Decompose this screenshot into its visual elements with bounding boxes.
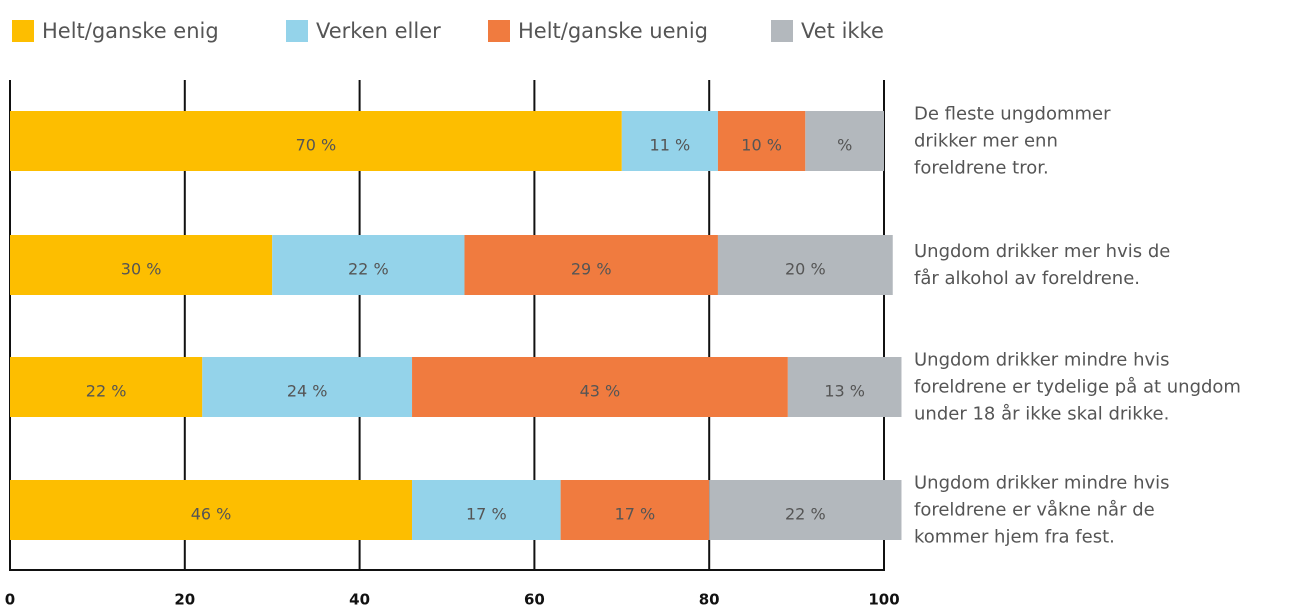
x-tick-label: 20 (174, 591, 195, 609)
bar-segment (464, 235, 718, 295)
value-label: 17 % (615, 505, 656, 524)
bar-segment (787, 357, 902, 417)
value-label: 46 % (191, 505, 232, 524)
bar-segment (560, 480, 710, 540)
bar-segment (717, 235, 893, 295)
legend-label: Verken eller (316, 19, 441, 43)
value-label: 22 % (348, 260, 389, 279)
category-label: Ungdom drikker mer hvis de får alkohol a… (914, 241, 1171, 289)
value-label: 17 % (466, 505, 507, 524)
legend-swatch (12, 20, 34, 42)
value-label: 11 % (650, 136, 691, 155)
x-tick-label: 0 (5, 591, 15, 609)
legend-label: Helt/ganske uenig (518, 19, 708, 43)
bar-segment (202, 357, 413, 417)
category-label: De fleste ungdommer drikker mer enn fore… (914, 103, 1111, 179)
value-label: 70 % (296, 136, 337, 155)
bar-segment (10, 480, 413, 540)
bar-segment (412, 357, 788, 417)
bar-segment (10, 235, 273, 295)
legend-swatch (771, 20, 793, 42)
bar-segment (412, 480, 561, 540)
x-tick-label: 100 (868, 591, 899, 609)
bar-segment (10, 111, 622, 171)
legend-label: Vet ikke (801, 19, 884, 43)
value-label: 43 % (580, 382, 621, 401)
bar-segment (272, 235, 465, 295)
category-label: Ungdom drikker mindre hvis foreldrene er… (914, 472, 1170, 548)
value-label: 29 % (571, 260, 612, 279)
bar-segment (709, 480, 902, 540)
value-label: 20 % (785, 260, 826, 279)
value-label: 22 % (86, 382, 127, 401)
x-tick-label: 80 (699, 591, 720, 609)
value-label: % (837, 136, 852, 155)
legend-swatch (286, 20, 308, 42)
value-label: 10 % (741, 136, 782, 155)
bar-segment (10, 357, 203, 417)
value-label: 24 % (287, 382, 328, 401)
legend-swatch (488, 20, 510, 42)
value-label: 22 % (785, 505, 826, 524)
legend-label: Helt/ganske enig (42, 19, 219, 43)
bar-segment (717, 111, 806, 171)
bar-segment (621, 111, 718, 171)
category-label: Ungdom drikker mindre hvis foreldrene er… (914, 349, 1241, 425)
value-label: 30 % (121, 260, 162, 279)
x-tick-label: 60 (524, 591, 545, 609)
bar-segment (805, 111, 884, 171)
x-tick-label: 40 (349, 591, 370, 609)
value-label: 13 % (824, 382, 865, 401)
